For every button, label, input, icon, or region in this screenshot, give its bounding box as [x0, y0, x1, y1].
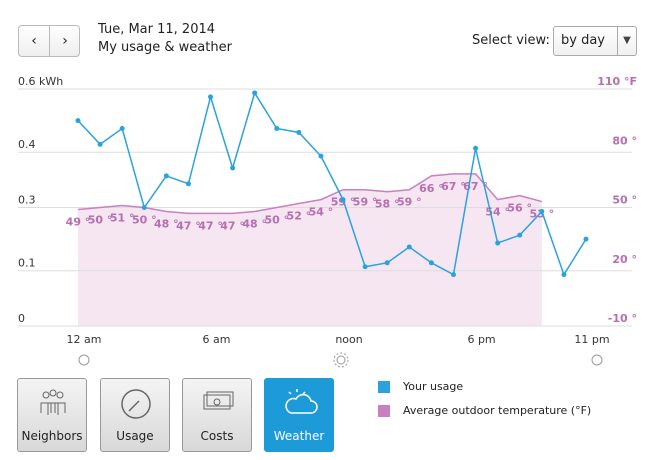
y-tick-label: 0: [18, 312, 25, 325]
data-label: 67 °: [441, 180, 466, 193]
legend-entry: Average outdoor temperature (°F): [403, 404, 592, 417]
data-label: 49 °: [66, 215, 91, 228]
legend-entry: Your usage: [403, 380, 464, 393]
usage-point: [583, 236, 589, 242]
legend-swatch: [378, 381, 390, 393]
y2-tick-label: 80 °: [612, 134, 637, 147]
y-tick-label: 0.6 kWh: [18, 75, 63, 88]
x-tick-label: 11 pm: [574, 333, 609, 346]
icon: [121, 389, 151, 419]
chart: 0.6 kWh 0.4 0.3 0.1 0 110 °F 80 ° 50 ° 20 ° -10 °…: [18, 75, 637, 368]
data-label: 51 °: [110, 212, 135, 225]
y-tick-label: 0.4: [18, 138, 36, 151]
y-tick-label: 0.3: [18, 194, 36, 207]
usage-point: [141, 205, 147, 210]
view-select[interactable]: by day ▼: [553, 26, 637, 56]
data-label: 48 °: [242, 217, 267, 230]
data-label: 50 °: [264, 214, 289, 227]
usage-point: [274, 126, 280, 131]
icon: [40, 389, 66, 415]
data-label: 58 °: [375, 198, 400, 211]
y-tick-label: 0.1: [18, 257, 36, 270]
icon: [203, 391, 234, 410]
usage-point: [163, 173, 169, 179]
x-tick-label: noon: [335, 333, 362, 346]
costs-button[interactable]: Costs: [182, 378, 252, 452]
usage-point: [97, 141, 103, 147]
usage-point: [384, 260, 390, 266]
usage-point: [362, 264, 368, 270]
x-tick-label: 6 am: [203, 333, 231, 346]
legend-swatch: [378, 405, 390, 417]
date: Tue, Mar 11, 2014: [98, 22, 216, 37]
usage-point: [75, 118, 81, 124]
next-button[interactable]: ›: [62, 33, 68, 49]
temperature-line: [77, 173, 543, 215]
select-value: by day: [561, 33, 605, 48]
prev-button[interactable]: ‹: [19, 26, 50, 56]
usage-point: [208, 94, 214, 100]
usage-point: [561, 272, 567, 278]
y2-tick-label: 110 °F: [597, 75, 637, 88]
data-label: 59 °: [397, 196, 422, 209]
data-label: 47 °: [176, 219, 201, 232]
nav-group: ‹ ›: [18, 25, 80, 57]
usage-point: [406, 244, 412, 250]
data-label: 50 °: [88, 214, 113, 227]
x-tick-label: 12 am: [67, 333, 102, 346]
button-label: Weather: [273, 429, 325, 443]
usage-button[interactable]: Usage: [100, 378, 170, 452]
usage-point: [230, 165, 236, 171]
button-label: Costs: [200, 429, 234, 443]
data-label: 56 °: [507, 202, 532, 215]
select-arrow: ▼: [617, 27, 636, 55]
button-label: Usage: [116, 429, 154, 443]
button-label: Neighbors: [21, 429, 83, 443]
y2-tick-label: 50 °: [612, 194, 637, 207]
usage-line: [77, 91, 587, 277]
usage-point: [340, 197, 346, 203]
data-label: 54 °: [309, 206, 334, 219]
usage-point: [185, 181, 191, 187]
weather-button[interactable]: Weather: [264, 378, 334, 452]
usage-point: [318, 153, 324, 159]
data-label: 47 °: [198, 219, 223, 232]
select-label: Select view:: [472, 33, 550, 48]
usage-point: [517, 232, 523, 238]
usage-point: [252, 90, 258, 96]
y2-tick-label: 20 °: [612, 253, 637, 266]
data-label: 52 °: [287, 210, 312, 223]
x-tick-label: 6 pm: [467, 333, 495, 346]
data-label: 66 °: [419, 182, 444, 195]
usage-point: [428, 260, 434, 266]
subtitle: My usage & weather: [98, 40, 232, 55]
usage-point: [495, 240, 501, 246]
neighbors-button[interactable]: Neighbors: [17, 378, 87, 452]
data-label: 59 °: [353, 196, 378, 209]
usage-point: [473, 145, 479, 151]
temperature-area: [78, 173, 542, 326]
usage-point: [539, 208, 545, 214]
usage-point: [450, 272, 456, 278]
icon: [285, 389, 318, 414]
data-label: 50 °: [132, 214, 157, 227]
y2-tick-label: -10 °: [608, 312, 637, 325]
data-label: 47 °: [220, 219, 245, 232]
data-label: 59 °: [331, 196, 356, 209]
time-icons: [78, 352, 603, 368]
usage-point: [119, 126, 125, 131]
usage-point: [296, 129, 302, 135]
data-label: 48 °: [154, 217, 179, 230]
